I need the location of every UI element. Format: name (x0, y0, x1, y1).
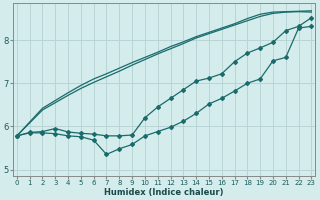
X-axis label: Humidex (Indice chaleur): Humidex (Indice chaleur) (104, 188, 224, 197)
